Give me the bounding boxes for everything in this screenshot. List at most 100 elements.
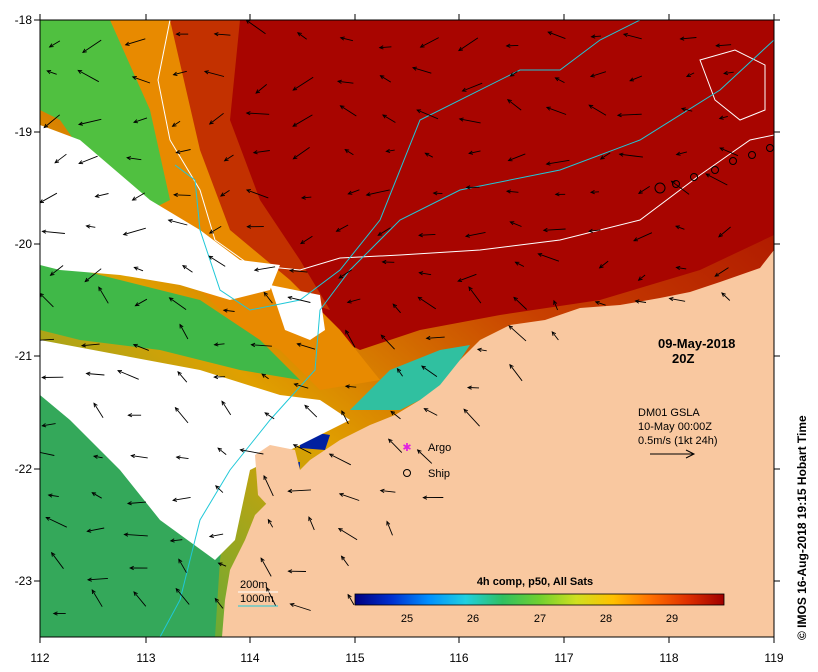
current-arrow [469,150,481,154]
lon-label: 115 [345,651,364,665]
argo-icon: ✱ [402,442,411,454]
current-arrow [380,490,396,493]
current-arrow [681,108,693,112]
current-arrow-head [338,274,344,279]
current-arrow [617,113,642,116]
current-arrow-head [264,412,270,417]
current-arrow-head [292,155,298,160]
isobath-1000m-b [159,39,774,637]
current-arrow-head [468,150,474,155]
current-arrow [421,365,438,377]
current-arrow-head [507,157,513,162]
current-arrow-head [289,603,295,608]
current-arrow-head [168,297,174,302]
current-arrow-head [175,587,181,593]
current-arrow-head [292,86,298,91]
current-arrow [418,296,437,310]
colorbar-ticks: 25 26 27 28 29 [401,613,678,625]
current-arrow [538,253,560,262]
current-arrow-head [537,252,543,257]
current-arrow [669,297,686,302]
current-arrow-head [715,43,721,48]
land-mass [222,250,774,637]
current-arrow-head [132,343,138,348]
current-arrow-head [117,369,123,374]
current-arrow-head [245,111,251,116]
current-arrow-head [346,299,352,304]
current-arrow [224,154,234,162]
colorbar-tick: 26 [467,613,479,625]
current-arrow [173,70,187,76]
current-arrow [515,261,525,267]
current-arrow [600,152,611,160]
current-arrow-head [380,334,386,340]
current-arrow-head [379,488,385,493]
current-arrow [82,39,102,53]
current-arrow [124,533,148,537]
current-arrow [588,229,601,232]
current-arrow-head [721,292,726,297]
current-arrow-head [266,586,271,592]
current-arrow [591,35,601,38]
current-arrow-head [545,161,551,166]
current-arrow-head [718,115,724,120]
current-arrow-head [545,106,551,111]
current-arrow [98,286,109,304]
current-arrow [344,149,354,156]
current-arrow [125,38,146,46]
current-arrow [266,587,277,607]
current-arrow-head [392,303,398,309]
current-arrow-head [505,43,511,48]
current-arrow-head [338,492,344,497]
current-arrow [117,370,139,380]
current-arrow-head [300,239,305,245]
current-arrow-head [131,76,137,81]
current-arrow-head [292,122,298,127]
current-arrow-head [208,255,214,260]
isobath-200m-b [699,49,766,121]
current-arrow [590,71,607,77]
current-arrow [172,120,181,127]
current-arrow [676,151,688,156]
current-arrow [40,338,55,341]
current-arrow-head [381,114,387,119]
current-arrow [173,496,191,501]
current-arrow [308,516,315,531]
current-arrow [507,99,522,111]
current-arrow-head [418,233,423,238]
current-time: 10-May 00:00Z [638,421,712,433]
current-arrow [339,493,360,501]
current-arrow-head [594,300,600,305]
current-arrow-head [129,565,134,571]
current-arrow [417,449,433,464]
current-arrow-head [675,151,681,156]
current-arrow-head [347,593,352,599]
current-arrow-head [723,70,729,76]
current-arrow-head [46,70,52,75]
current-arrow [397,368,403,377]
colorbar-tick: 25 [401,613,413,625]
lat-label: -19 [15,125,33,139]
current-arrow [716,44,732,47]
current-arrow [348,189,360,195]
lon-label: 119 [764,651,783,665]
current-arrow-head [461,87,467,92]
lon-label: 117 [554,651,573,665]
current-arrow [246,189,269,199]
current-arrow-head [416,109,422,114]
current-arrow-head [634,299,640,304]
current-arrow-head [173,192,178,198]
isobath-200m [157,20,774,271]
ship-track [654,144,774,194]
current-arrow [419,272,432,276]
current-arrow-head [638,189,643,194]
current-arrow-head [457,278,463,283]
current-arrow-head [214,597,220,603]
current-arrow [341,410,349,425]
current-arrow-head [390,410,396,416]
current-arrow [263,292,273,304]
current-arrow-head [293,382,299,388]
map-field [40,20,774,637]
current-arrow-head [423,408,429,413]
current-arrow-head [542,227,548,233]
